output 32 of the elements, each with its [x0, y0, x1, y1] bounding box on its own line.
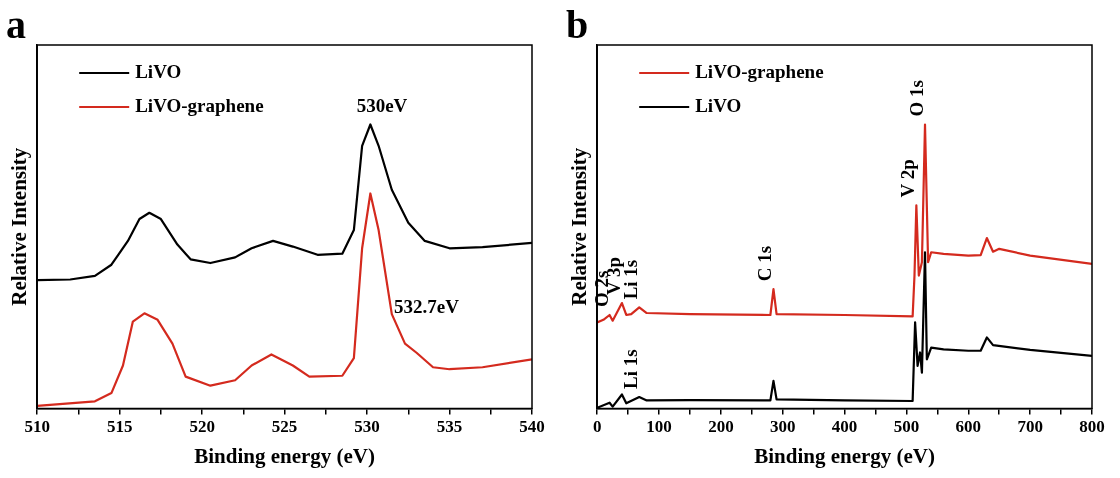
x-tick-label: 520	[189, 416, 215, 436]
x-tick-label: 600	[955, 416, 982, 436]
x-tick-label: 0	[592, 416, 602, 436]
x-tick-label: 525	[271, 416, 298, 436]
legend-label: LiVO-graphene	[695, 60, 824, 82]
x-tick-label: 530	[354, 416, 380, 436]
x-tick-label: 500	[893, 416, 920, 436]
x-tick-label: 100	[646, 416, 672, 436]
x-tick-label: 540	[519, 416, 545, 436]
annotation: Li 1s	[620, 349, 642, 390]
y-axis-title: Relative Intensity	[7, 147, 32, 306]
annotation: C 1s	[754, 245, 776, 282]
x-tick-label: 700	[1017, 416, 1043, 436]
x-axis-title: Binding energy (eV)	[754, 443, 936, 468]
x-tick-label: 400	[831, 416, 858, 436]
chart-title: a	[6, 2, 26, 47]
legend-label: LiVO	[695, 94, 742, 116]
x-tick-label: 535	[436, 416, 463, 436]
x-tick-label: 300	[770, 416, 796, 436]
annotation: V 2p	[897, 159, 919, 198]
legend-label: LiVO	[135, 60, 182, 82]
annotation: O 1s	[906, 80, 928, 117]
annotation: 530eV	[356, 95, 408, 117]
legend-label: LiVO-graphene	[135, 94, 264, 116]
chart-title: b	[566, 2, 589, 47]
x-tick-label: 510	[24, 416, 50, 436]
annotation: 532.7eV	[394, 295, 460, 317]
x-tick-label: 800	[1079, 416, 1105, 436]
x-tick-label: 200	[708, 416, 734, 436]
y-axis-title: Relative Intensity	[567, 147, 592, 306]
x-axis-title: Binding energy (eV)	[194, 443, 376, 468]
x-tick-label: 515	[106, 416, 133, 436]
